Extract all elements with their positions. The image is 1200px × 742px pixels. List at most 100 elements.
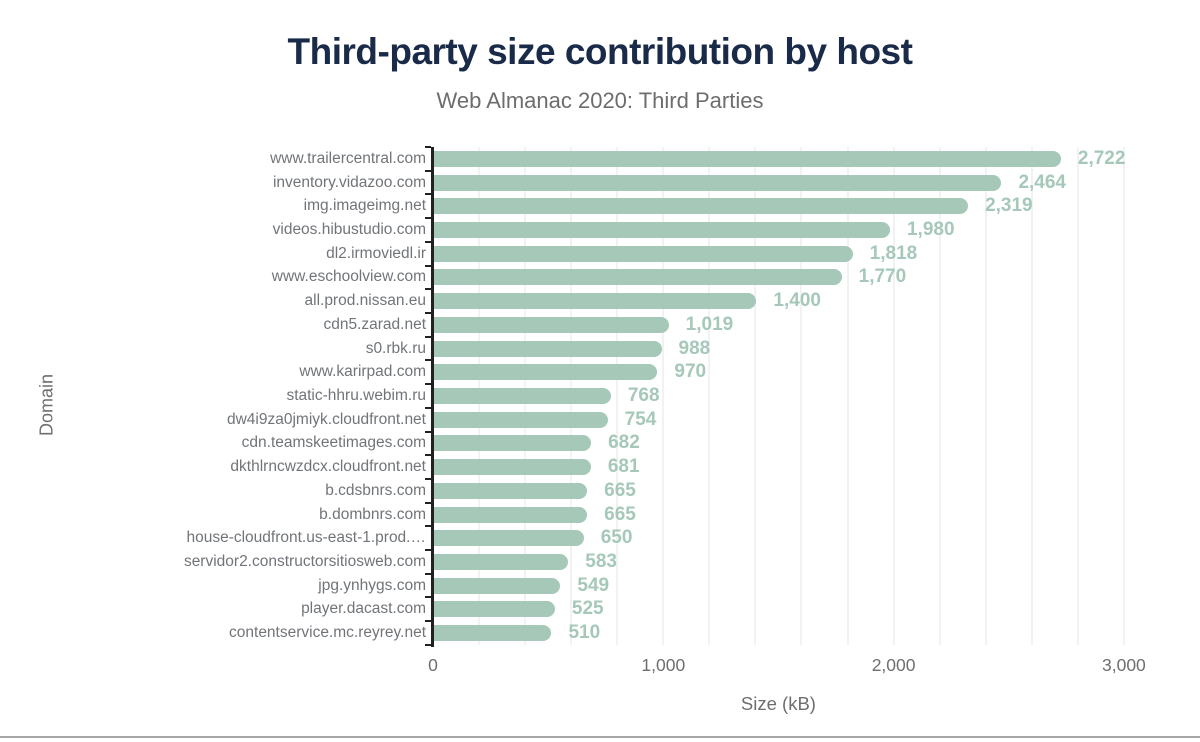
bar[interactable] [434, 553, 569, 570]
gridline [708, 147, 711, 645]
bar[interactable] [434, 459, 591, 476]
category-label: www.karirpad.com [299, 363, 426, 381]
bar-value-label: 681 [607, 456, 640, 478]
category-label: jpg.ynhygs.com [318, 576, 426, 594]
bar-value-label: 525 [571, 598, 604, 620]
bar[interactable] [434, 530, 584, 547]
bar[interactable] [434, 316, 669, 333]
bar[interactable] [434, 245, 853, 262]
y-axis-tick [425, 620, 431, 623]
y-axis-tick [425, 264, 431, 267]
bar[interactable] [434, 577, 561, 594]
gridline [800, 147, 803, 645]
category-label: static-hhru.webim.ru [286, 386, 426, 404]
bar-value-label: 1,770 [858, 266, 907, 288]
bar[interactable] [434, 411, 608, 428]
bar[interactable] [434, 174, 1002, 191]
y-axis-tick [425, 359, 431, 362]
category-label: all.prod.nissan.eu [304, 292, 427, 310]
y-axis-tick [425, 525, 431, 528]
category-label: cdn.teamskeetimages.com [241, 434, 426, 452]
bar[interactable] [434, 293, 757, 310]
bar[interactable] [434, 221, 890, 238]
category-label: b.cdsbnrs.com [325, 481, 426, 499]
y-axis-tick [425, 311, 431, 314]
category-label: dkthlrncwzdcx.cloudfront.net [230, 458, 426, 476]
bar-value-label: 1,818 [869, 242, 918, 264]
bar-value-label: 2,319 [985, 195, 1033, 217]
y-axis-tick [425, 169, 431, 172]
y-axis-line [431, 147, 434, 647]
y-axis-tick [425, 193, 431, 196]
category-label: b.dombnrs.com [319, 505, 426, 523]
gridline [984, 147, 987, 645]
bar[interactable] [434, 482, 588, 499]
bar-value-label: 510 [568, 622, 601, 644]
y-axis-tick [425, 596, 431, 599]
bar[interactable] [434, 364, 658, 381]
bar[interactable] [434, 506, 588, 523]
category-label: s0.rbk.ru [365, 339, 426, 357]
category-label: dl2.irmoviedl.ir [326, 244, 426, 262]
gridline [616, 147, 619, 645]
y-axis-tick [425, 288, 431, 291]
bar[interactable] [434, 269, 842, 286]
bar[interactable] [434, 625, 552, 642]
category-label: www.trailercentral.com [270, 149, 426, 167]
x-axis-title: Size (kB) [740, 692, 816, 714]
gridline [938, 147, 941, 645]
category-label: dw4i9za0jmiyk.cloudfront.net [226, 410, 426, 428]
bar[interactable] [434, 601, 555, 618]
gridline [754, 147, 757, 645]
gridline [846, 147, 849, 645]
bar-value-label: 2,464 [1018, 171, 1066, 193]
category-label: www.eschoolview.com [271, 268, 426, 286]
bar-value-label: 988 [678, 337, 711, 359]
gridline [1076, 147, 1079, 645]
bar[interactable] [434, 387, 611, 404]
y-axis-tick [425, 406, 431, 409]
bar[interactable] [434, 150, 1061, 167]
bar-value-label: 682 [608, 432, 640, 454]
gridline [1030, 147, 1033, 645]
bar-value-label: 2,722 [1077, 147, 1126, 169]
bar[interactable] [434, 435, 592, 452]
chart-title: Third-party size contribution by host [287, 31, 913, 72]
y-axis-tick [425, 454, 431, 457]
gridline [892, 147, 895, 645]
x-tick-label: 1,000 [641, 654, 686, 675]
category-label: inventory.vidazoo.com [272, 173, 426, 191]
y-axis-tick [425, 501, 431, 504]
gridline [1122, 147, 1125, 645]
y-axis-tick [425, 477, 431, 480]
y-axis-tick [425, 383, 431, 386]
bar-value-label: 1,019 [685, 313, 734, 335]
chart-subtitle: Web Almanac 2020: Third Parties [436, 88, 764, 113]
category-label: img.imageimg.net [303, 197, 426, 215]
y-axis-tick [425, 217, 431, 220]
y-axis-title: Domain [36, 373, 57, 437]
gridline [662, 147, 665, 645]
y-axis-tick [425, 430, 431, 433]
category-label: player.dacast.com [301, 600, 426, 618]
y-axis-tick [425, 240, 431, 243]
bar[interactable] [434, 198, 969, 215]
bar-value-label: 754 [624, 408, 657, 430]
category-label: house-cloudfront.us-east-1.prod.… [186, 529, 426, 547]
x-tick-label: 0 [428, 654, 438, 675]
bar-value-label: 665 [604, 503, 636, 525]
y-axis-tick [425, 335, 431, 338]
bar-value-label: 650 [600, 527, 633, 549]
bar-value-label: 768 [627, 384, 660, 406]
bar-value-label: 970 [674, 361, 707, 383]
bar-value-label: 1,980 [906, 218, 955, 240]
x-tick-label: 2,000 [871, 654, 916, 675]
category-label: cdn5.zarad.net [323, 315, 426, 333]
bar-value-label: 665 [604, 479, 636, 501]
bar[interactable] [434, 340, 662, 357]
category-label: videos.hibustudio.com [272, 220, 426, 238]
bar-value-label: 583 [585, 550, 617, 572]
y-axis-tick [425, 146, 431, 148]
footer-divider [0, 736, 1200, 738]
